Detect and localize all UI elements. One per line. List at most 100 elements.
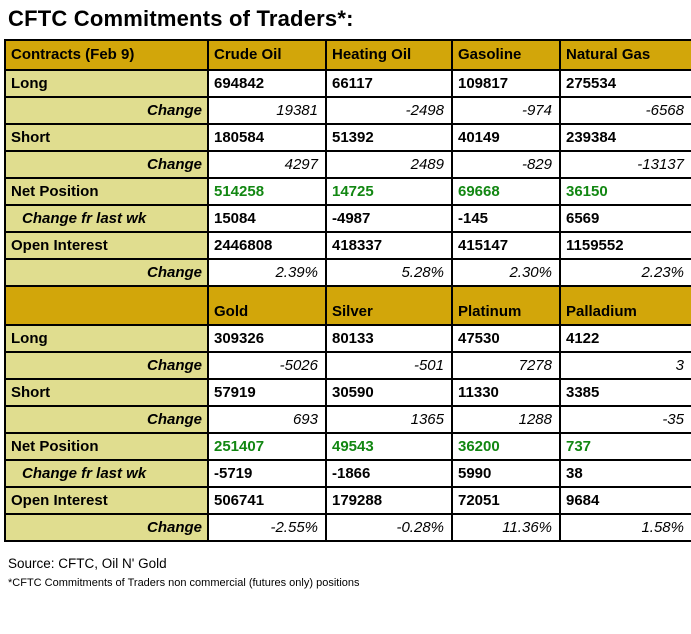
cell-value: 415147	[451, 231, 561, 260]
cell-value: 693	[207, 405, 327, 434]
cell-value: 6569	[559, 204, 691, 233]
table-row: Change 4297 2489 -829 -13137	[4, 150, 691, 179]
cell-value: -829	[451, 150, 561, 179]
table-row: Open Interest 506741 179288 72051 9684	[4, 486, 691, 515]
cell-value: 694842	[207, 69, 327, 98]
cell-value: 1365	[325, 405, 453, 434]
column-header: Crude Oil	[207, 39, 327, 71]
cell-value: 2446808	[207, 231, 327, 260]
table-row: Short 180584 51392 40149 239384	[4, 123, 691, 152]
cell-value: 179288	[325, 486, 453, 515]
cell-value: 3385	[559, 378, 691, 407]
footnote-text: *CFTC Commitments of Traders non commerc…	[8, 577, 360, 589]
row-label: Change	[4, 96, 209, 125]
cell-value: 19381	[207, 96, 327, 125]
cell-value: 737	[559, 432, 691, 461]
page-title: CFTC Commitments of Traders*:	[8, 6, 354, 31]
table-row: Change -5026 -501 7278 3	[4, 351, 691, 380]
row-label: Change	[4, 150, 209, 179]
cell-value: -1866	[325, 459, 453, 488]
cell-value: -35	[559, 405, 691, 434]
table-row: Net Position 514258 14725 69668 36150	[4, 177, 691, 206]
cell-value: 251407	[207, 432, 327, 461]
table-row: Change -2.55% -0.28% 11.36% 1.58%	[4, 513, 691, 542]
row-label: Change fr last wk	[4, 204, 209, 233]
cell-value: -5026	[207, 351, 327, 380]
cell-value: 66117	[325, 69, 453, 98]
cell-value: 2.39%	[207, 258, 327, 287]
cell-value: 4297	[207, 150, 327, 179]
column-header: Platinum	[451, 285, 561, 326]
column-header: Gold	[207, 285, 327, 326]
row-label: Net Position	[4, 432, 209, 461]
cell-value: 15084	[207, 204, 327, 233]
column-header	[4, 285, 209, 326]
cell-value: 180584	[207, 123, 327, 152]
header-row: Contracts (Feb 9) Crude Oil Heating Oil Gas…	[4, 39, 691, 71]
cell-value: 5990	[451, 459, 561, 488]
table-row: Long 694842 66117 109817 275534	[4, 69, 691, 98]
header-row: Gold Silver Platinum Palladium	[4, 285, 691, 326]
row-label: Change	[4, 405, 209, 434]
cell-value: 1.58%	[559, 513, 691, 542]
cell-value: 51392	[325, 123, 453, 152]
table-row: Change fr last wk 15084 -4987 -145 6569	[4, 204, 691, 233]
cell-value: 36150	[559, 177, 691, 206]
cell-value: 2.23%	[559, 258, 691, 287]
column-header: Natural Gas	[559, 39, 691, 71]
cell-value: 47530	[451, 324, 561, 353]
cell-value: 275534	[559, 69, 691, 98]
cell-value: 30590	[325, 378, 453, 407]
cell-value: -2.55%	[207, 513, 327, 542]
cell-value: 109817	[451, 69, 561, 98]
cell-value: 2489	[325, 150, 453, 179]
cell-value: 418337	[325, 231, 453, 260]
row-label: Change	[4, 351, 209, 380]
cell-value: -5719	[207, 459, 327, 488]
cell-value: 11.36%	[451, 513, 561, 542]
column-header: Gasoline	[451, 39, 561, 71]
row-label: Long	[4, 69, 209, 98]
column-header: Contracts (Feb 9)	[4, 39, 209, 71]
cell-value: 506741	[207, 486, 327, 515]
cell-value: 11330	[451, 378, 561, 407]
table-row: Short 57919 30590 11330 3385	[4, 378, 691, 407]
cell-value: 9684	[559, 486, 691, 515]
cell-value: -6568	[559, 96, 691, 125]
cell-value: -501	[325, 351, 453, 380]
footer: Source: CFTC, Oil N' Gold *CFTC Commitme…	[8, 556, 691, 589]
row-label: Change fr last wk	[4, 459, 209, 488]
row-label: Net Position	[4, 177, 209, 206]
cell-value: 514258	[207, 177, 327, 206]
cell-value: 1288	[451, 405, 561, 434]
column-header: Palladium	[559, 285, 691, 326]
cell-value: 80133	[325, 324, 453, 353]
cell-value: -0.28%	[325, 513, 453, 542]
column-header: Silver	[325, 285, 453, 326]
cell-value: 2.30%	[451, 258, 561, 287]
cell-value: -13137	[559, 150, 691, 179]
cell-value: 5.28%	[325, 258, 453, 287]
table-row: Change fr last wk -5719 -1866 5990 38	[4, 459, 691, 488]
cell-value: 40149	[451, 123, 561, 152]
cell-value: 69668	[451, 177, 561, 206]
cell-value: 3	[559, 351, 691, 380]
cell-value: -4987	[325, 204, 453, 233]
source-text: Source: CFTC, Oil N' Gold	[8, 556, 167, 571]
row-label: Open Interest	[4, 231, 209, 260]
cell-value: 36200	[451, 432, 561, 461]
cell-value: -145	[451, 204, 561, 233]
cell-value: 309326	[207, 324, 327, 353]
row-label: Short	[4, 378, 209, 407]
table-row: Open Interest 2446808 418337 415147 1159552	[4, 231, 691, 260]
cell-value: 38	[559, 459, 691, 488]
row-label: Short	[4, 123, 209, 152]
cell-value: 7278	[451, 351, 561, 380]
table-row: Long 309326 80133 47530 4122	[4, 324, 691, 353]
cell-value: 49543	[325, 432, 453, 461]
cell-value: 72051	[451, 486, 561, 515]
table-row: Change 2.39% 5.28% 2.30% 2.23%	[4, 258, 691, 287]
cell-value: 14725	[325, 177, 453, 206]
table-row: Change 693 1365 1288 -35	[4, 405, 691, 434]
table-row: Net Position 251407 49543 36200 737	[4, 432, 691, 461]
